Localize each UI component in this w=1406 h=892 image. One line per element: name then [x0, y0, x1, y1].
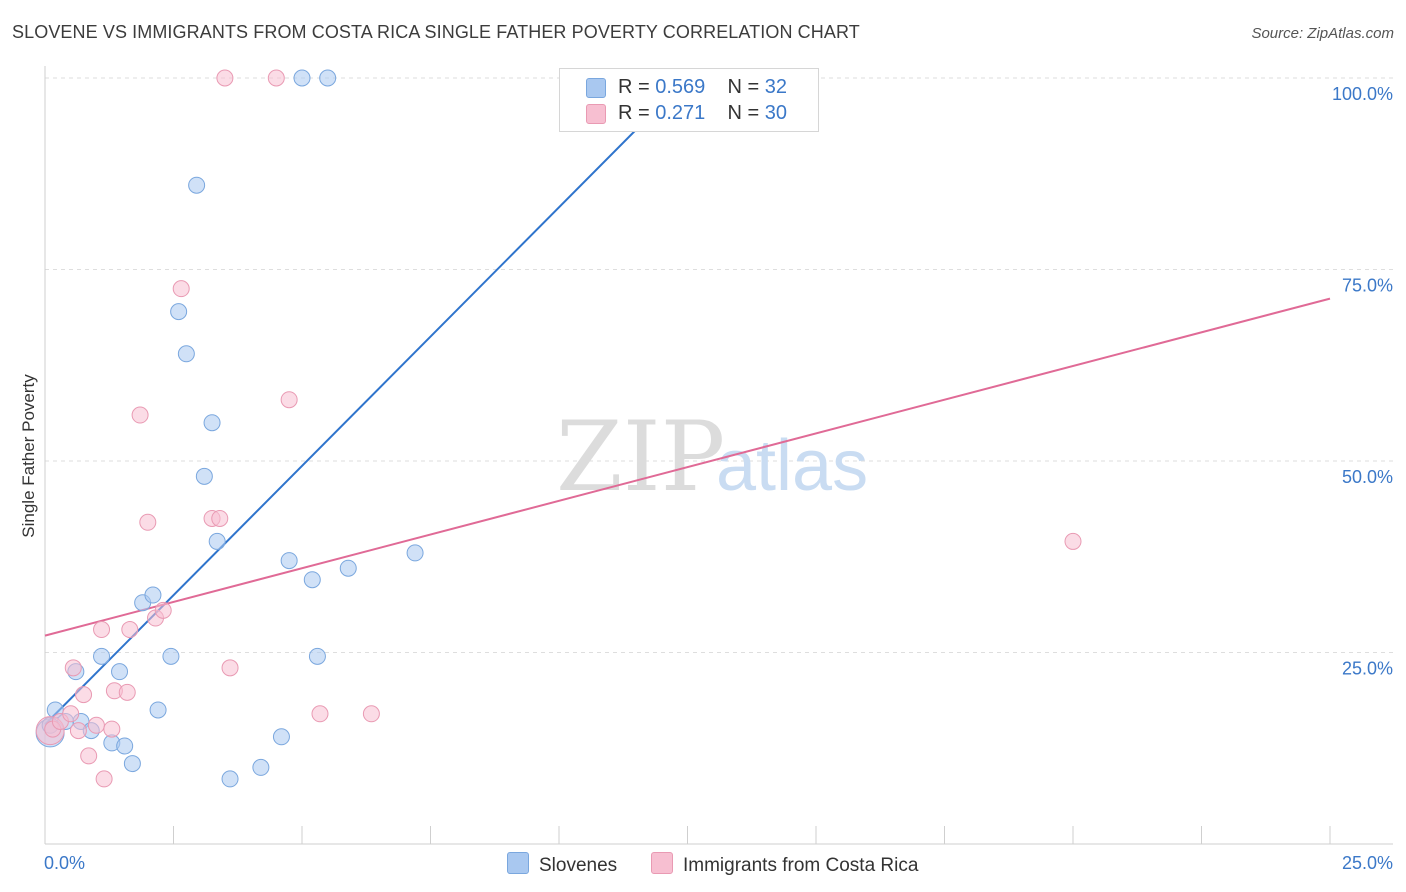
x-tick-label-min: 0.0% — [44, 853, 85, 873]
watermark-atlas: atlas — [716, 426, 868, 506]
source-label: Source: ZipAtlas.com — [1251, 25, 1394, 42]
point-costa-rica — [362, 705, 380, 723]
legend-n-value: 32 — [764, 76, 788, 98]
point-slovenes — [319, 69, 337, 87]
bottom-legend-swatch-slovenes — [507, 852, 529, 874]
watermark: ZIP atlas — [556, 401, 868, 513]
point-costa-rica — [221, 659, 239, 677]
legend-r-label: R = — [618, 76, 650, 98]
y-tick-label: 100.0% — [1332, 84, 1393, 104]
point-costa-rica — [103, 720, 121, 738]
legend-swatch-slovenes — [586, 78, 606, 98]
point-costa-rica — [75, 686, 93, 704]
legend-n-label: N = — [727, 76, 760, 98]
point-slovenes — [195, 467, 213, 485]
point-costa-rica — [80, 747, 98, 765]
point-costa-rica — [211, 509, 229, 527]
bottom-legend-label: Immigrants from Costa Rica — [683, 855, 919, 876]
point-slovenes — [293, 69, 311, 87]
y-tick-label: 25.0% — [1342, 659, 1393, 679]
point-slovenes — [252, 758, 270, 776]
point-costa-rica — [64, 659, 82, 677]
point-slovenes — [221, 770, 239, 788]
legend-n-value: 30 — [764, 102, 788, 124]
legend-r-label: R = — [618, 102, 650, 124]
point-costa-rica — [267, 69, 285, 87]
point-costa-rica — [118, 683, 136, 701]
chart-title: SLOVENE VS IMMIGRANTS FROM COSTA RICA SI… — [12, 22, 860, 42]
point-costa-rica — [1064, 532, 1082, 550]
legend-swatch-costa-rica — [586, 104, 606, 124]
y-tick-label: 50.0% — [1342, 467, 1393, 487]
point-costa-rica — [172, 280, 190, 298]
point-slovenes — [339, 559, 357, 577]
point-slovenes — [144, 586, 162, 604]
point-slovenes — [188, 176, 206, 194]
point-slovenes — [272, 728, 290, 746]
bottom-legend-swatch-costa-rica — [651, 852, 673, 874]
point-slovenes — [308, 647, 326, 665]
point-slovenes — [116, 737, 134, 755]
point-slovenes — [208, 532, 226, 550]
axes — [44, 66, 1393, 845]
point-costa-rica — [311, 705, 329, 723]
bottom-legend-costa-rica: Immigrants from Costa Rica — [651, 852, 918, 877]
point-slovenes — [93, 647, 111, 665]
point-costa-rica — [216, 69, 234, 87]
point-costa-rica — [131, 406, 149, 424]
y-tick-label: 75.0% — [1342, 276, 1393, 296]
point-costa-rica — [87, 716, 105, 734]
point-costa-rica — [121, 621, 139, 639]
point-slovenes — [162, 647, 180, 665]
bottom-legend-label: Slovenes — [539, 855, 618, 876]
point-slovenes — [203, 414, 221, 432]
bottom-legend-slovenes: Slovenes — [507, 852, 617, 877]
axis-ticks: 25.0% 50.0% 75.0% 100.0% — [1332, 84, 1393, 679]
point-costa-rica — [139, 513, 157, 531]
watermark-zip: ZIP — [556, 401, 725, 513]
legend-r-value: 0.569 — [655, 76, 706, 98]
x-tick-label-max: 25.0% — [1342, 853, 1393, 873]
point-slovenes — [303, 571, 321, 589]
legend-n-label: N = — [727, 102, 760, 124]
point-slovenes — [406, 544, 424, 562]
legend-r-value: 0.271 — [655, 102, 706, 124]
point-slovenes — [123, 755, 141, 773]
point-slovenes — [170, 303, 188, 321]
point-slovenes — [149, 701, 167, 719]
point-costa-rica — [95, 770, 113, 788]
point-slovenes — [111, 663, 129, 681]
trend-line-costa-rica — [44, 297, 1331, 637]
point-slovenes — [177, 345, 195, 363]
point-costa-rica — [93, 621, 111, 639]
grid-lines — [45, 77, 1393, 653]
point-costa-rica — [280, 391, 298, 409]
point-costa-rica — [154, 601, 172, 619]
point-costa-rica — [69, 722, 87, 740]
y-axis-label: Single Father Poverty — [19, 374, 38, 538]
point-costa-rica — [62, 705, 80, 723]
point-slovenes — [280, 552, 298, 570]
stats-legend: R = 0.569 N = 32 R = 0.271 N = 30 — [559, 68, 819, 132]
